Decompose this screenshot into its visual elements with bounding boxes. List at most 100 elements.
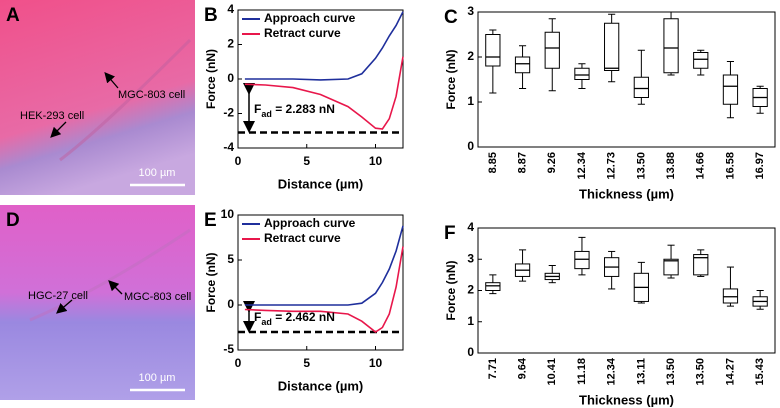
annotation: Fad = 2.462 nN <box>254 310 335 327</box>
panel-letter: B <box>204 5 218 26</box>
x-tick-label: 10 <box>369 356 383 370</box>
x-tick-label: 10.41 <box>546 358 558 386</box>
y-tick-label: 4 <box>467 220 474 234</box>
y-tick-label: 2 <box>227 37 234 51</box>
x-tick-label: 7.71 <box>487 358 499 379</box>
curve <box>244 11 404 81</box>
scale-bar-label: 100 µm <box>139 372 176 384</box>
panel-letter: F <box>444 223 456 244</box>
x-tick-label: 0 <box>235 356 242 370</box>
x-tick-label: 5 <box>303 356 310 370</box>
y-tick-label: 2 <box>467 283 474 297</box>
x-axis-label: Distance (µm) <box>278 176 364 191</box>
x-tick-label: 12.34 <box>576 151 588 179</box>
plot-frame <box>477 227 776 354</box>
x-tick-label: 0 <box>235 154 242 168</box>
x-tick-label: 10 <box>369 154 383 168</box>
y-tick-label: 1 <box>467 314 474 328</box>
y-tick-label: 0 <box>467 345 474 359</box>
legend-label: Approach curve <box>264 216 356 230</box>
annotation-part: ad <box>261 317 272 327</box>
box <box>663 258 679 276</box>
plot-frame <box>477 11 776 148</box>
y-tick-label: 3 <box>467 4 474 18</box>
x-tick-label: 5 <box>303 154 310 168</box>
box <box>633 76 649 98</box>
y-axis-label: Force (nN) <box>204 49 218 109</box>
box <box>722 74 739 105</box>
y-axis-label: Force (nN) <box>444 49 458 109</box>
x-tick-label: 16.97 <box>754 152 766 180</box>
panel-letter: E <box>204 210 217 231</box>
box <box>722 288 739 304</box>
x-tick-label: 13.11 <box>635 358 647 385</box>
x-tick-label: 8.87 <box>516 152 528 173</box>
y-tick-label: 0 <box>227 297 234 311</box>
y-tick-label: -2 <box>223 106 234 120</box>
y-tick-label: -4 <box>223 140 234 154</box>
x-tick-label: 8.85 <box>487 152 499 173</box>
image-d: D HGC-27 cell MGC-803 cell 100 µm <box>0 205 195 400</box>
panel-letter: D <box>6 210 20 231</box>
micrograph <box>0 205 195 400</box>
panel-letter: C <box>444 7 458 28</box>
x-tick-label: 13.88 <box>665 152 677 180</box>
curve <box>244 225 404 306</box>
box <box>663 18 679 74</box>
y-axis-label: Force (nN) <box>204 252 218 312</box>
box <box>574 250 590 270</box>
curve <box>244 56 404 130</box>
plot-frame <box>237 214 404 351</box>
fad-e <box>238 301 400 334</box>
x-tick-label: 14.66 <box>695 152 707 180</box>
annotation-part: F <box>254 102 261 116</box>
y-tick-label: 3 <box>467 251 474 265</box>
box <box>485 282 501 291</box>
legend-label: Retract curve <box>264 231 341 245</box>
y-tick-label: 2 <box>467 49 474 63</box>
curve <box>244 246 404 333</box>
y-tick-label: 5 <box>227 252 234 266</box>
annotation-part: = 2.462 nN <box>272 310 335 324</box>
panel-letter: A <box>6 5 20 26</box>
annotation-part: ad <box>261 109 272 119</box>
scale-bar-label: 100 µm <box>139 167 176 179</box>
x-tick-label: 14.27 <box>724 358 736 386</box>
y-tick-label: 0 <box>227 71 234 85</box>
x-tick-label: 9.64 <box>516 357 528 379</box>
box <box>514 56 531 74</box>
y-tick-label: 10 <box>221 207 235 221</box>
x-tick-label: 11.18 <box>576 358 588 385</box>
image-a: A MGC-803 cell HEK-293 cell 100 µm <box>0 0 195 195</box>
legend-label: Retract curve <box>264 26 341 40</box>
box <box>604 22 620 71</box>
x-axis-label: Distance (µm) <box>278 378 364 393</box>
box <box>693 52 709 69</box>
x-tick-label: 12.34 <box>606 357 618 385</box>
y-tick-label: -5 <box>223 342 234 356</box>
x-tick-label: 13.50 <box>635 152 647 180</box>
micrograph <box>0 0 195 195</box>
y-tick-label: 4 <box>227 2 234 16</box>
x-axis-label: Thickness (µm) <box>579 392 674 407</box>
image-label: MGC-803 cell <box>118 89 185 101</box>
box <box>693 254 709 276</box>
image-label: HEK-293 cell <box>20 110 84 122</box>
box <box>485 34 501 67</box>
box <box>574 67 590 80</box>
annotation: Fad = 2.283 nN <box>254 102 335 119</box>
y-tick-label: 1 <box>467 94 474 108</box>
y-axis-label: Force (nN) <box>444 260 458 320</box>
fad-b <box>238 83 400 134</box>
image-label: MGC-803 cell <box>124 291 191 303</box>
x-tick-label: 12.73 <box>606 152 618 180</box>
plot-frame <box>237 9 404 149</box>
x-tick-label: 16.58 <box>724 152 736 180</box>
x-axis-label: Thickness (µm) <box>579 186 674 201</box>
annotation-part: = 2.283 nN <box>272 102 335 116</box>
x-tick-label: 13.50 <box>695 358 707 386</box>
x-tick-label: 15.43 <box>754 358 766 386</box>
image-label: HGC-27 cell <box>28 290 88 302</box>
y-tick-label: 0 <box>467 139 474 153</box>
box <box>544 31 560 69</box>
